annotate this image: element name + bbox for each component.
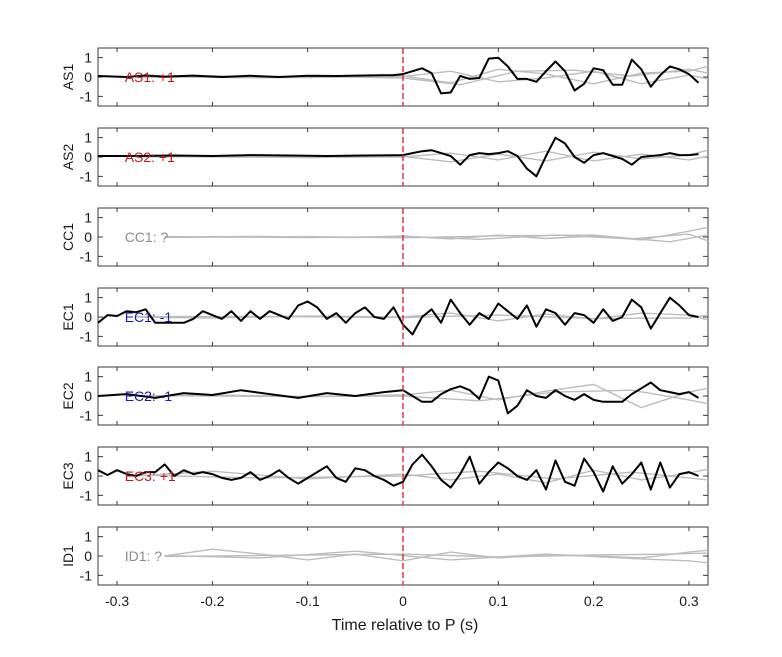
x-tick-label: -0.1 [296,593,320,609]
y-tick-label: 0 [84,468,92,484]
y-tick-label: 1 [84,290,92,306]
y-tick-label: -1 [80,248,93,264]
y-tick-label: 0 [84,309,92,325]
polarity-annotation: EC1: -1 [125,309,173,325]
background-trace [164,548,708,562]
x-axis-label: Time relative to P (s) [332,617,479,634]
main-trace [98,453,699,493]
x-tick-label: 0.1 [489,593,509,609]
y-tick-label: 1 [84,529,92,545]
x-tick-label: 0 [399,593,407,609]
polarity-annotation: AS1: +1 [125,69,175,85]
polarity-annotation: CC1: ? [125,229,169,245]
main-trace [98,56,700,95]
y-tick-label: 0 [84,149,92,165]
y-axis-label: EC2 [60,382,76,409]
y-tick-label: -1 [80,88,93,104]
background-trace [136,468,708,484]
panel-traces [98,375,708,415]
main-trace [98,375,700,415]
y-tick-label: 0 [84,229,92,245]
y-tick-label: -1 [80,567,93,583]
panel-traces [164,226,708,243]
y-axis-label: EC1 [60,303,76,330]
y-tick-label: 1 [84,130,92,146]
y-tick-label: -1 [80,487,93,503]
y-tick-label: -1 [80,407,93,423]
panel-traces [98,56,708,95]
background-trace [136,314,708,320]
y-tick-label: 1 [84,210,92,226]
y-tick-label: 1 [84,449,92,465]
x-axis: -0.3 -0.2 -0.1 0 0.1 0.2 0.3 [105,593,699,609]
x-tick-label: -0.3 [105,593,129,609]
y-axis-label: EC3 [60,462,76,489]
panel-traces [98,453,708,493]
background-trace [136,150,708,162]
polarity-annotation: EC2: -1 [125,388,173,404]
panel-traces [98,296,708,336]
x-tick-label: 0.2 [584,593,604,609]
main-trace [98,296,699,336]
background-trace [136,389,708,405]
x-tick-label: 0.3 [679,593,699,609]
y-tick-label: 0 [84,548,92,564]
background-trace [164,234,708,243]
polarity-annotation: ID1: ? [125,548,163,564]
x-tick-label: -0.2 [200,593,224,609]
polarity-annotation: EC3: +1 [125,468,176,484]
polarity-annotation: AS2: +1 [125,149,175,165]
main-trace [98,136,699,178]
y-axis-label: ID1 [60,545,76,567]
y-axis-label: AS2 [60,144,76,171]
panel-traces [98,136,708,178]
y-tick-label: -1 [80,168,93,184]
y-tick-label: 1 [84,369,92,385]
y-tick-label: 0 [84,388,92,404]
panel-traces [164,548,708,564]
y-axis-label: CC1 [60,223,76,251]
background-trace [164,552,708,558]
y-tick-label: 0 [84,69,92,85]
y-axis-label: AS1 [60,64,76,91]
y-tick-label: -1 [80,328,93,344]
y-tick-label: 1 [84,50,92,66]
